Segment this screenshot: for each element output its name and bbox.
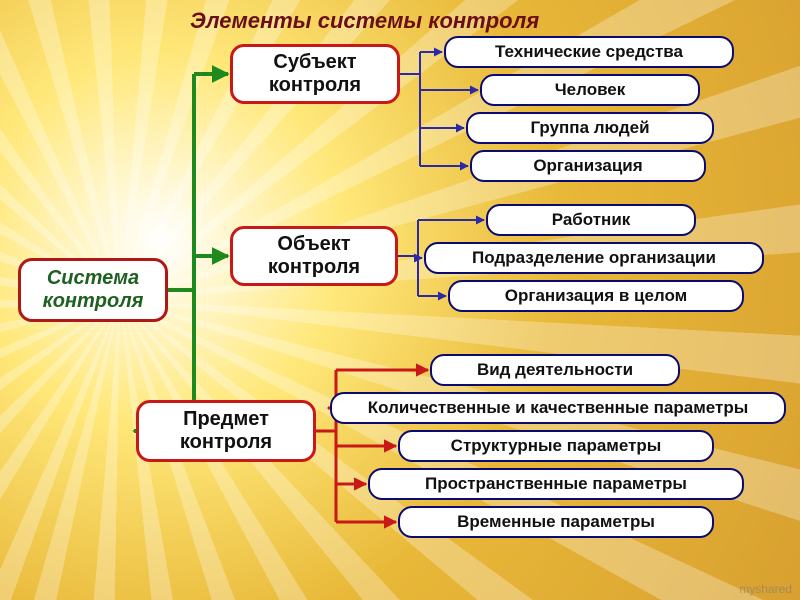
leaf-subj-3: Организация	[470, 150, 706, 182]
leaf-subj-2: Группа людей	[466, 112, 714, 144]
leaf-obj-2: Организация в целом	[448, 280, 744, 312]
category-obj: Объектконтроля	[230, 226, 398, 286]
leaf-pred-3: Пространственные параметры	[368, 468, 744, 500]
leaf-pred-2: Структурные параметры	[398, 430, 714, 462]
root-node: Системаконтроля	[18, 258, 168, 322]
leaf-pred-4: Временные параметры	[398, 506, 714, 538]
leaf-obj-0: Работник	[486, 204, 696, 236]
leaf-pred-1: Количественные и качественные параметры	[330, 392, 786, 424]
category-subj: Субъектконтроля	[230, 44, 400, 104]
leaf-obj-1: Подразделение организации	[424, 242, 764, 274]
leaf-subj-0: Технические средства	[444, 36, 734, 68]
leaf-subj-1: Человек	[480, 74, 700, 106]
diagram-canvas: myshared Элементы системы контроля Систем…	[0, 0, 800, 600]
diagram-title: Элементы системы контроля	[190, 8, 539, 34]
watermark: myshared	[739, 582, 792, 596]
leaf-pred-0: Вид деятельности	[430, 354, 680, 386]
category-pred: Предметконтроля	[136, 400, 316, 462]
